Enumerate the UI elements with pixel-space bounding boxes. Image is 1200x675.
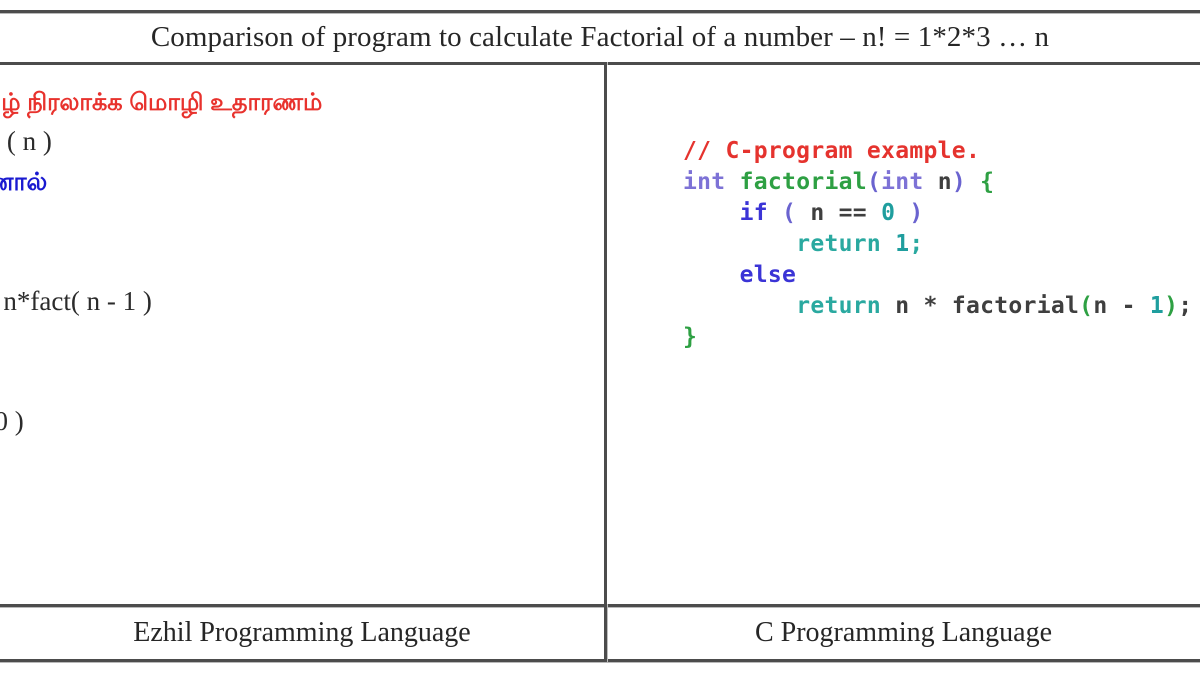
code-line-ez-end: முடி <box>0 321 604 361</box>
code-line-ez-if: @( n == 0 ) ஆனால் <box>0 161 604 201</box>
code-token: ( <box>782 200 797 226</box>
title-row: Comparison of program to calculate Facto… <box>0 13 1200 62</box>
table-border-above-footer <box>0 604 1200 607</box>
ezhil-code-block: # ஒரு எழில் தமிழ் நிரலாக்க மொழி உதாரணம் ந… <box>0 81 604 441</box>
code-token: int <box>881 169 924 195</box>
table-border-under-title <box>0 62 1200 65</box>
code-token <box>683 262 740 288</box>
code-token: # ஒரு எழில் தமிழ் நிரலாக்க மொழி உதாரணம் <box>0 89 323 116</box>
code-line-c-if: if ( n == 0 ) <box>683 198 1192 229</box>
code-token <box>725 169 739 195</box>
code-line-ez-else: இல்லை <box>0 241 604 281</box>
code-token: factorial <box>739 169 867 195</box>
code-token: ) <box>951 169 966 195</box>
code-token: { <box>980 169 995 195</box>
code-token: n <box>923 169 952 195</box>
code-token: ; <box>909 231 924 257</box>
page-title: Comparison of program to calculate Facto… <box>150 21 1050 53</box>
code-line-ez-ret2: பின்கொடு n*fact( n - 1 ) <box>0 281 604 321</box>
code-token: ஆனால் <box>0 168 48 196</box>
ezhil-language-label: Ezhil Programming Language <box>133 617 471 648</box>
code-token: n * <box>881 293 952 319</box>
code-token: factorial <box>951 293 1080 319</box>
code-token <box>683 231 796 257</box>
code-token: int <box>683 169 726 195</box>
code-token: return <box>796 293 882 319</box>
c-language-label: C Programming Language <box>754 617 1053 648</box>
c-code-block: // C-program example. int factorial(int n… <box>683 136 1192 353</box>
table-column-divider <box>604 62 607 662</box>
code-line-ez-comment: # ஒரு எழில் தமிழ் நிரலாக்க மொழி உதாரணம் <box>0 81 604 121</box>
code-line-c-signature: int factorial(int n) { <box>683 167 1192 198</box>
code-line-c-return1: return 1; <box>683 229 1192 260</box>
code-line-ez-print: பதிப்பி fact ( 10 ) <box>0 401 604 441</box>
code-token: ( <box>1079 293 1094 319</box>
table-border-bottom <box>0 659 1200 662</box>
code-token <box>966 169 980 195</box>
code-token: n == <box>796 200 882 226</box>
code-token: fact ( n ) <box>0 126 52 156</box>
code-token <box>881 231 895 257</box>
code-line-ez-ret1: பின்கொடு 1 <box>0 201 604 241</box>
code-token: 1 <box>1149 293 1165 319</box>
code-token: return <box>796 231 882 257</box>
code-line-c-return2: return n * factorial(n - 1); <box>683 291 1192 322</box>
footer-cell-c: C Programming Language <box>607 607 1200 659</box>
c-code-panel: // C-program example. int factorial(int n… <box>607 65 1200 604</box>
code-token: else <box>739 262 797 288</box>
code-token: 0 <box>881 200 896 226</box>
code-token: ) <box>1164 293 1179 319</box>
code-token: n - <box>1093 293 1150 319</box>
footer-cell-ezhil: Ezhil Programming Language <box>0 607 604 659</box>
code-token: ; <box>1178 293 1193 319</box>
code-token <box>683 200 740 226</box>
code-token: 1 <box>895 231 910 257</box>
code-line-c-comment: // C-program example. <box>683 136 1192 167</box>
code-line-c-close: } <box>683 322 1192 353</box>
code-line-c-else: else <box>683 260 1192 291</box>
code-token <box>895 200 909 226</box>
code-token: if <box>739 200 768 226</box>
code-token: } <box>683 324 698 350</box>
code-token: ) <box>909 200 924 226</box>
code-token <box>683 293 796 319</box>
ezhil-code-panel: # ஒரு எழில் தமிழ் நிரலாக்க மொழி உதாரணம் ந… <box>0 65 604 604</box>
code-token <box>768 200 782 226</box>
code-line-ez-blank <box>0 361 604 401</box>
code-token: ( <box>866 169 882 195</box>
code-token: // C-program example. <box>683 138 981 164</box>
code-token: n*fact( n - 1 ) <box>3 286 152 316</box>
code-token: fact ( 10 ) <box>0 406 24 436</box>
code-line-ez-def: நிரல்பாகம் fact ( n ) <box>0 121 604 161</box>
table-border-top <box>0 10 1200 13</box>
